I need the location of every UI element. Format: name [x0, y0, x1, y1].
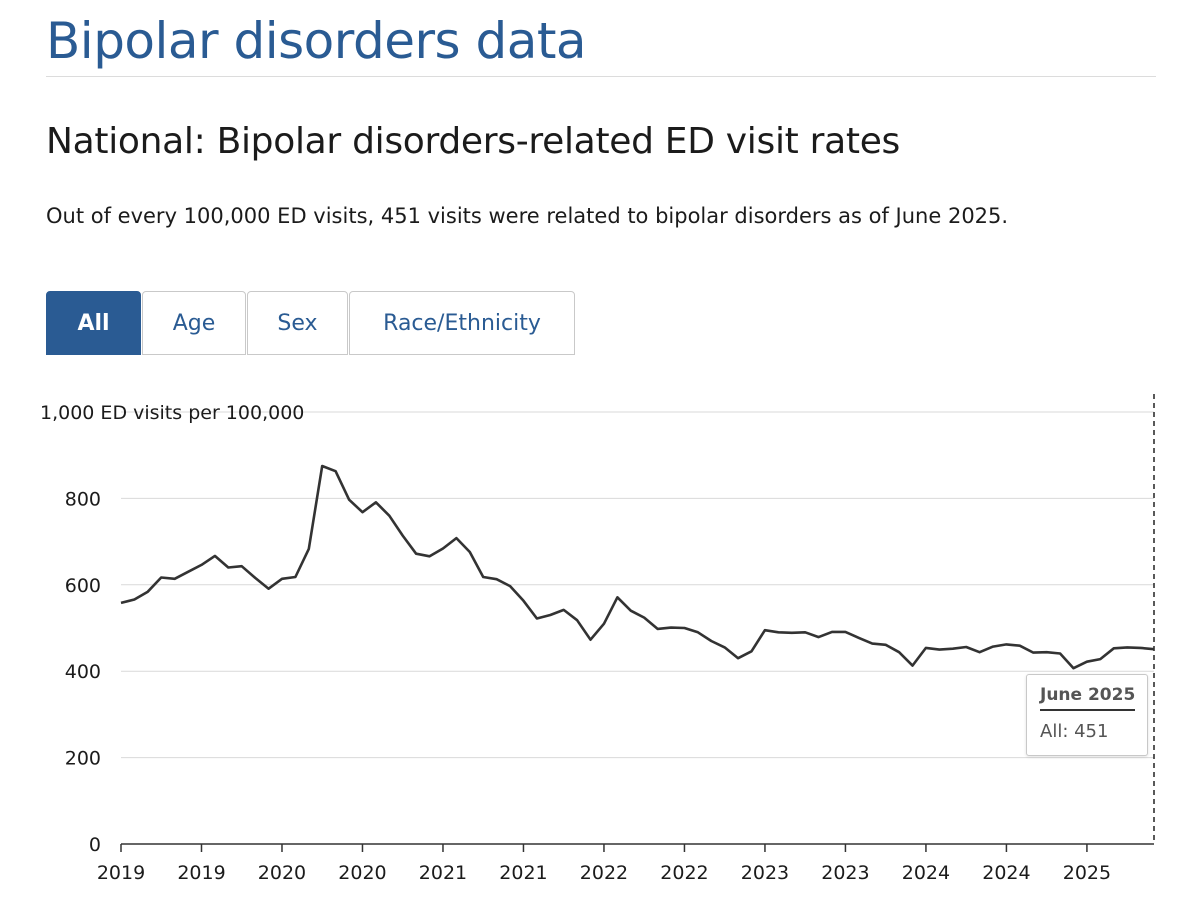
- tab-race-ethnicity[interactable]: Race/Ethnicity: [349, 291, 575, 355]
- x-tick-label: 2023: [741, 862, 789, 884]
- x-tick-label: 2020: [338, 862, 386, 884]
- tooltip-title: June 2025: [1040, 685, 1136, 711]
- y-tick-label: 200: [65, 748, 101, 770]
- summary-text: Out of every 100,000 ED visits, 451 visi…: [46, 204, 1009, 228]
- x-tick-label: 2023: [821, 862, 869, 884]
- tab-all[interactable]: All: [46, 291, 141, 355]
- y-tick-label: 800: [65, 488, 101, 510]
- x-tick-label: 2024: [902, 862, 950, 884]
- page-title: Bipolar disorders data: [46, 12, 587, 70]
- line-chart[interactable]: 0 200 400 600 800 1,000 ED visits per 100,000…: [0, 380, 1200, 904]
- x-tick-label: 2022: [660, 862, 708, 884]
- x-tick-label: 2025: [1063, 862, 1111, 884]
- section-title: National: Bipolar disorders-related ED v…: [46, 121, 901, 162]
- title-divider: [46, 76, 1156, 77]
- y-tick-label: 600: [65, 575, 101, 597]
- tab-age[interactable]: Age: [142, 291, 246, 355]
- x-tick-label: 2021: [499, 862, 547, 884]
- y-tick-label: 1,000 ED visits per 100,000: [40, 402, 304, 424]
- y-tick-label: 0: [89, 834, 101, 856]
- x-tick-label: 2021: [419, 862, 467, 884]
- x-tick-label: 2020: [258, 862, 306, 884]
- x-tick-label: 2019: [177, 862, 225, 884]
- series-line-all[interactable]: [120, 464, 1155, 670]
- y-tick-label: 400: [65, 661, 101, 683]
- x-tick-label: 2024: [982, 862, 1030, 884]
- chart-tooltip: June 2025 All: 451: [1026, 674, 1148, 756]
- tooltip-value: All: 451: [1040, 721, 1109, 742]
- x-tick-label: 2022: [580, 862, 628, 884]
- x-tick-label: 2019: [97, 862, 145, 884]
- tab-sex[interactable]: Sex: [247, 291, 348, 355]
